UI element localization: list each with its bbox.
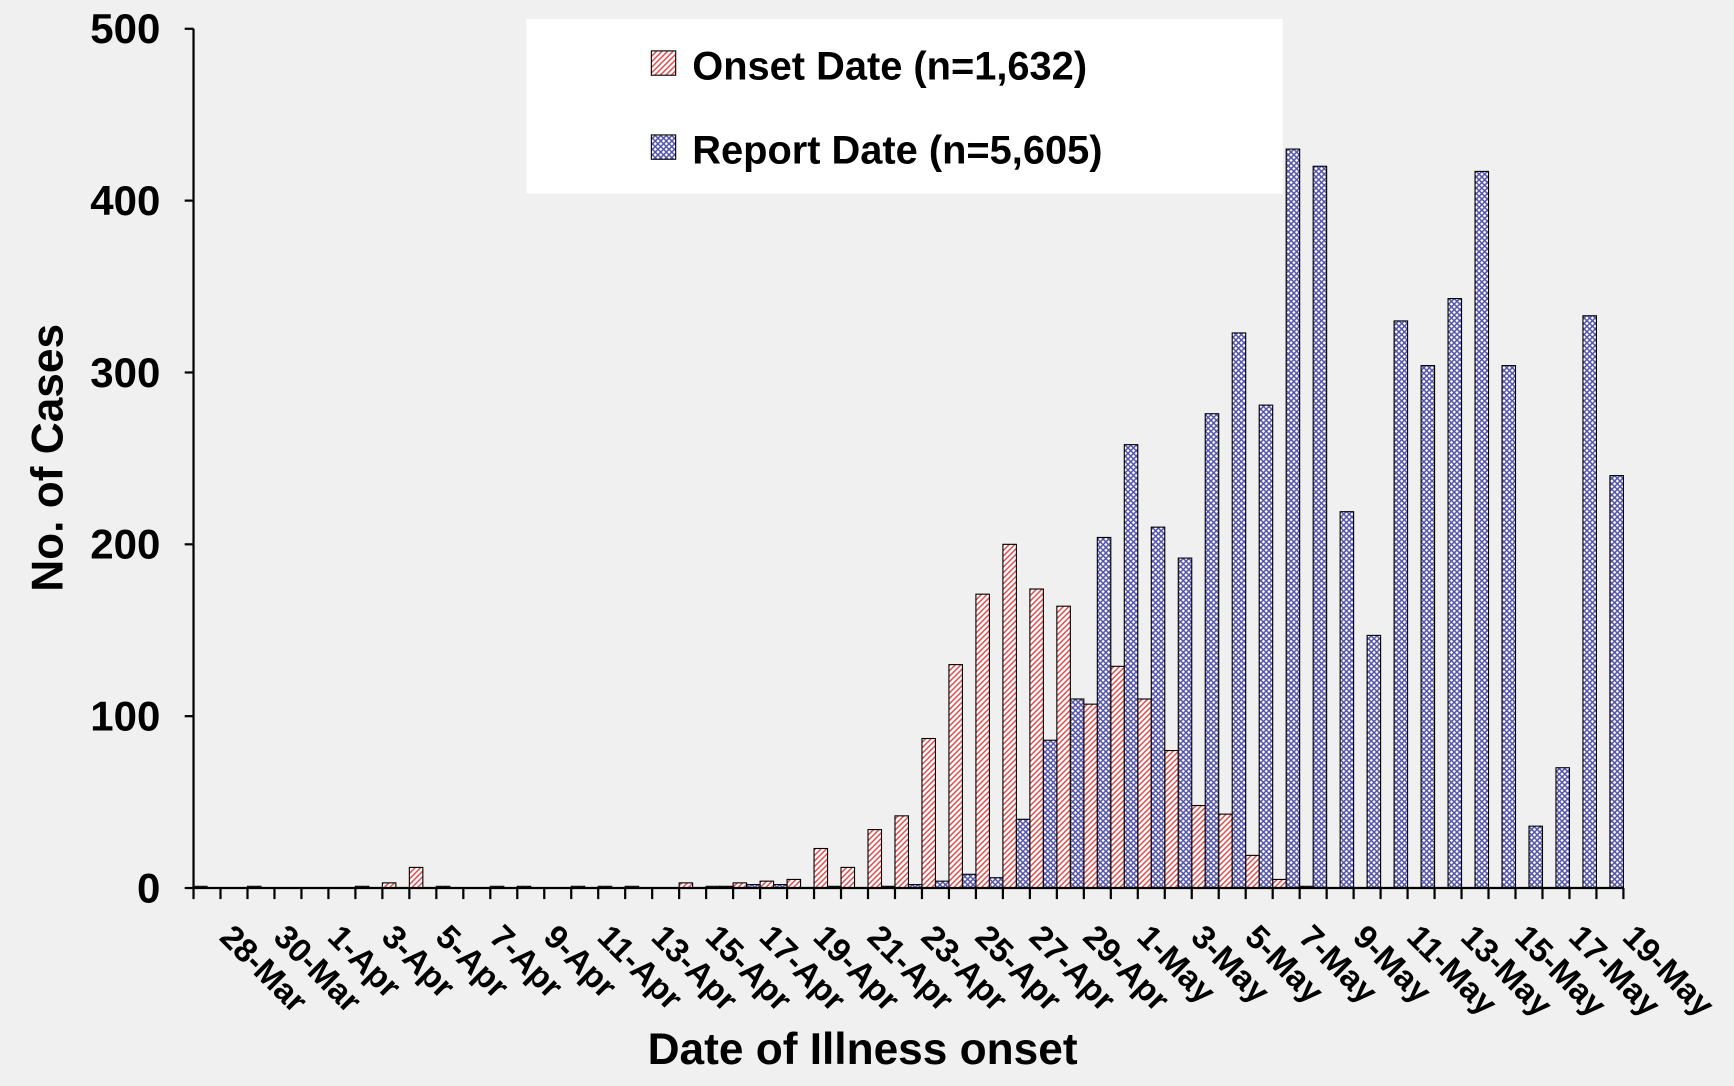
bar bbox=[1231, 332, 1247, 889]
bar bbox=[1272, 878, 1287, 889]
bar bbox=[1312, 165, 1328, 889]
bar bbox=[1069, 698, 1085, 889]
y-tick-label: 200 bbox=[90, 521, 160, 568]
bar bbox=[921, 737, 937, 889]
bar bbox=[961, 873, 977, 889]
bar bbox=[1501, 365, 1517, 889]
bar bbox=[894, 815, 910, 889]
y-axis-title: No. of Cases bbox=[24, 324, 73, 592]
legend-label: Report Date (n=5,605) bbox=[692, 129, 1102, 173]
bar bbox=[1137, 698, 1152, 889]
bar bbox=[408, 866, 424, 889]
y-tick-label: 400 bbox=[90, 177, 160, 224]
bar bbox=[867, 829, 883, 889]
legend-swatch bbox=[650, 134, 677, 160]
bar bbox=[1029, 588, 1044, 889]
bar bbox=[1447, 298, 1463, 889]
bar bbox=[1393, 320, 1409, 889]
bar bbox=[1555, 767, 1571, 889]
bar bbox=[786, 878, 802, 889]
bar bbox=[1528, 825, 1544, 889]
bar bbox=[975, 593, 990, 889]
bar bbox=[1191, 804, 1206, 889]
bar bbox=[813, 847, 829, 889]
bar bbox=[1123, 444, 1139, 889]
legend-box bbox=[526, 18, 1283, 194]
bar bbox=[1083, 703, 1098, 889]
y-tick-label: 300 bbox=[90, 349, 160, 396]
y-tick-label: 500 bbox=[90, 5, 160, 52]
bar bbox=[1339, 511, 1355, 889]
bar bbox=[948, 664, 963, 889]
bar bbox=[1582, 315, 1597, 889]
bar bbox=[1204, 413, 1220, 889]
bar bbox=[1110, 665, 1125, 889]
bar bbox=[1056, 605, 1071, 889]
bar bbox=[1177, 557, 1193, 889]
bar bbox=[1420, 365, 1436, 889]
bar bbox=[988, 877, 1004, 889]
x-axis-title: Date of Illness onset bbox=[648, 1025, 1078, 1074]
y-tick-label: 0 bbox=[137, 864, 160, 911]
bar bbox=[1218, 813, 1233, 889]
bar bbox=[1609, 475, 1624, 889]
bar bbox=[1285, 148, 1301, 889]
legend-swatch bbox=[650, 50, 677, 76]
bar bbox=[1096, 536, 1112, 889]
bar bbox=[1002, 543, 1017, 889]
bar bbox=[1366, 634, 1382, 889]
bar bbox=[1042, 739, 1058, 889]
bar bbox=[1015, 818, 1031, 889]
bar bbox=[1150, 526, 1166, 889]
bar bbox=[1258, 404, 1274, 889]
legend-label: Onset Date (n=1,632) bbox=[692, 45, 1087, 89]
bar bbox=[840, 866, 856, 889]
bar bbox=[1164, 749, 1179, 889]
bar bbox=[1474, 170, 1490, 889]
bar bbox=[1245, 854, 1260, 889]
y-tick-label: 100 bbox=[90, 693, 160, 740]
